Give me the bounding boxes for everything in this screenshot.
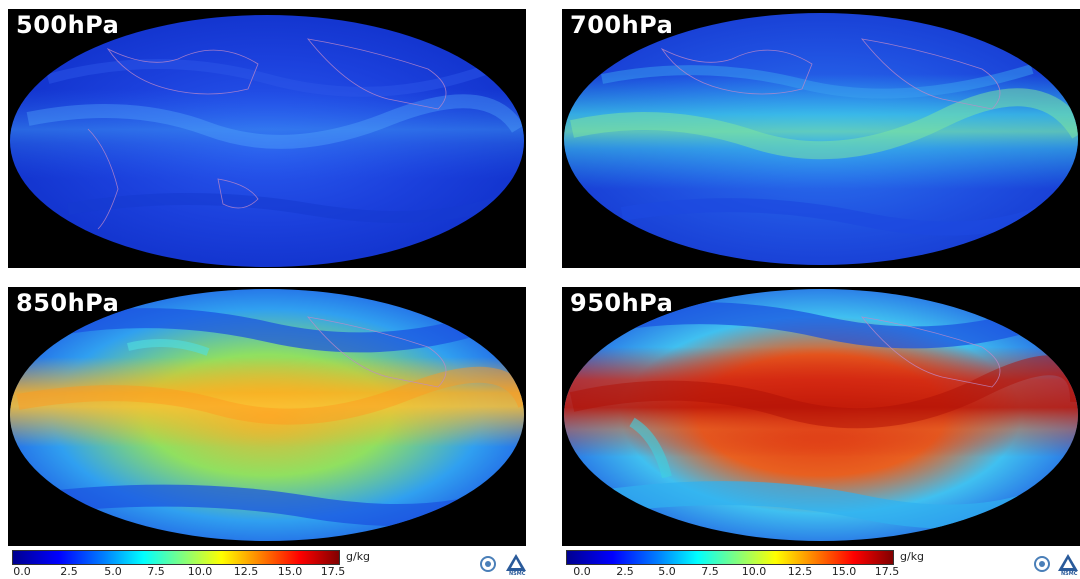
colorbar-tick: 0.0 [573, 565, 591, 578]
nsmc-logo-text: NSMC [509, 571, 526, 577]
colorbar-tick: 2.5 [616, 565, 634, 578]
colorbar-tick: 12.5 [233, 565, 259, 578]
colorbar-gradient-right [566, 550, 894, 565]
colorbar-unit-left: g/kg [346, 550, 371, 563]
nsmc-logo-icon: NSMC [1057, 553, 1079, 577]
colorbar-tick: 10.0 [741, 565, 767, 578]
map-panel-950hpa: 950hPa [562, 287, 1080, 546]
cma-logo-icon [1034, 556, 1050, 572]
map-panel-500hpa: 500hPa [8, 9, 526, 268]
colorbar-tick: 12.5 [787, 565, 813, 578]
colorbar-tick: 2.5 [60, 565, 78, 578]
colorbar-unit-right: g/kg [900, 550, 925, 563]
colorbar-tick: 17.5 [874, 565, 900, 578]
panel-title-500hpa: 500hPa [16, 11, 120, 39]
colorbar-right: g/kg 0.0 2.5 5.0 7.5 10.0 12.5 15.0 17.5 [562, 550, 942, 579]
globe-map-950hpa [564, 289, 1078, 541]
globe-map-700hpa [564, 13, 1078, 265]
nsmc-logo-icon: NSMC [505, 553, 527, 577]
globe-map-500hpa [10, 15, 524, 267]
colorbar-gradient-left [12, 550, 340, 565]
colorbar-tick: 7.5 [147, 565, 165, 578]
nsmc-logo-text: NSMC [1061, 571, 1078, 577]
colorbar-tick: 15.0 [831, 565, 857, 578]
map-panel-700hpa: 700hPa [562, 9, 1080, 268]
globe-map-850hpa [10, 289, 524, 541]
colorbar-tick: 5.0 [658, 565, 676, 578]
colorbar-tick: 10.0 [187, 565, 213, 578]
panel-title-700hpa: 700hPa [570, 11, 674, 39]
map-panel-850hpa: 850hPa [8, 287, 526, 546]
panel-title-950hpa: 950hPa [570, 289, 674, 317]
colorbar-tick: 5.0 [104, 565, 122, 578]
colorbar-tick: 7.5 [701, 565, 719, 578]
colorbar-tick: 17.5 [320, 565, 346, 578]
cma-logo-icon [480, 556, 496, 572]
colorbar-tick: 0.0 [13, 565, 31, 578]
colorbar-tick: 15.0 [277, 565, 303, 578]
panel-title-850hpa: 850hPa [16, 289, 120, 317]
colorbar-left: g/kg 0.0 2.5 5.0 7.5 10.0 12.5 15.0 17.5 [8, 550, 388, 579]
